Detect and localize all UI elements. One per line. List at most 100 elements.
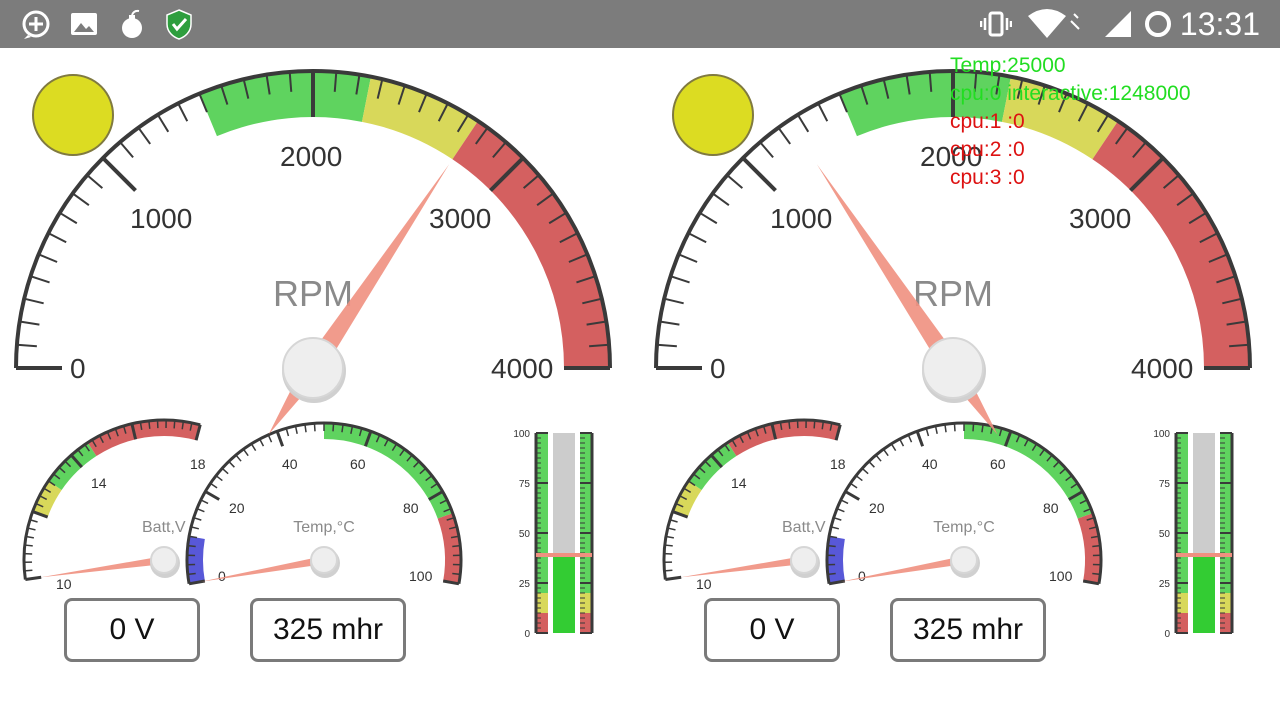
temp-tick-label: 20 xyxy=(229,500,245,516)
minor-tick xyxy=(664,569,673,572)
minor-tick xyxy=(953,423,956,432)
rpm-tick-label: 3000 xyxy=(1069,203,1131,234)
bar-tick-label: 0 xyxy=(1164,629,1170,640)
minor-tick xyxy=(187,544,196,548)
gauge-color-band xyxy=(727,420,841,457)
minor-tick xyxy=(30,275,50,284)
minor-tick xyxy=(43,487,52,493)
major-tick xyxy=(32,510,49,519)
minor-tick xyxy=(215,475,223,482)
batt-tick-label: 10 xyxy=(696,576,712,592)
level-bar: 100 75 50 25 0 xyxy=(513,429,530,640)
major-tick xyxy=(741,156,777,192)
minor-tick xyxy=(833,516,842,521)
rpm-gauge: 0 1000 2000 3000 4000 RPM xyxy=(70,141,553,384)
minor-tick xyxy=(788,420,791,429)
gauge-color-band xyxy=(187,536,205,584)
minor-tick xyxy=(1031,443,1038,451)
minor-tick xyxy=(58,466,66,474)
minor-tick xyxy=(452,544,461,548)
temp-tick-label: 0 xyxy=(858,568,866,584)
minor-tick xyxy=(437,102,449,122)
status-lamp xyxy=(32,74,114,156)
minor-tick xyxy=(838,93,848,113)
minor-tick xyxy=(439,499,448,505)
minor-tick xyxy=(829,422,833,431)
minor-tick xyxy=(882,448,889,457)
minor-tick xyxy=(53,473,61,480)
bar-tick-label: 50 xyxy=(1159,529,1171,540)
minor-tick xyxy=(425,475,433,482)
minor-tick xyxy=(39,495,48,501)
minor-tick xyxy=(861,467,869,475)
rpm-gauge: 0 1000 2000 3000 4000 RPM xyxy=(710,141,1193,384)
minor-tick xyxy=(1046,454,1053,462)
minor-tick xyxy=(1070,482,1078,489)
minor-tick xyxy=(678,253,698,263)
bar-fill xyxy=(553,555,575,633)
bar-tick-label: 75 xyxy=(519,479,531,490)
minor-tick xyxy=(48,480,56,487)
minor-tick xyxy=(1199,232,1219,244)
minor-tick xyxy=(1090,535,1100,539)
batt-tick-label: 14 xyxy=(91,475,107,491)
minor-tick xyxy=(259,438,265,447)
bar-tick-label: 50 xyxy=(519,529,531,540)
batt-tick-label: 18 xyxy=(830,456,846,472)
shield-check-icon xyxy=(166,9,192,40)
minor-tick xyxy=(220,85,229,105)
minor-tick xyxy=(522,174,540,189)
minor-tick xyxy=(84,444,90,452)
minor-tick xyxy=(754,428,759,437)
minor-tick xyxy=(850,482,858,489)
minor-tick xyxy=(228,460,235,468)
minor-tick xyxy=(586,320,607,326)
battery-voltage-readout: 0 V xyxy=(704,598,840,662)
minor-tick xyxy=(419,467,427,475)
minor-tick xyxy=(679,495,688,501)
minor-tick xyxy=(670,275,690,284)
bar-fill xyxy=(1193,555,1215,633)
minor-tick xyxy=(860,85,869,105)
minor-tick xyxy=(890,443,897,451)
minor-tick xyxy=(576,275,596,284)
minor-tick xyxy=(376,78,384,99)
minor-tick xyxy=(242,78,250,99)
minor-tick xyxy=(399,448,406,457)
engine-hours-readout: 325 mhr xyxy=(890,598,1046,662)
minor-tick xyxy=(899,438,905,447)
minor-tick xyxy=(821,421,825,430)
minor-tick xyxy=(413,460,420,468)
minor-tick xyxy=(1058,93,1068,113)
minor-tick xyxy=(934,425,938,434)
major-tick xyxy=(665,575,682,581)
rpm-label: RPM xyxy=(913,273,993,314)
minor-tick xyxy=(589,343,610,348)
minor-tick xyxy=(664,544,673,547)
needle-hub xyxy=(150,546,178,574)
minor-tick xyxy=(294,425,298,434)
gauge-color-band xyxy=(361,76,479,160)
gauge-color-band xyxy=(839,71,1011,137)
gauge-graphics xyxy=(654,69,1252,634)
minor-tick xyxy=(38,253,58,263)
gauge-color-band xyxy=(452,121,610,369)
debug-overlay: Temp:25000 cpu:0 interactive:1248000 cpu… xyxy=(950,52,1191,192)
add-circle-icon xyxy=(22,10,50,39)
rpm-tick-label: 3000 xyxy=(429,203,491,234)
minor-tick xyxy=(724,444,730,452)
minor-tick xyxy=(1208,253,1228,263)
major-tick xyxy=(1129,156,1165,192)
minor-tick xyxy=(813,420,816,429)
minor-tick xyxy=(759,141,774,159)
batt-label: Batt,V xyxy=(142,519,186,536)
major-tick xyxy=(428,490,444,501)
minor-tick xyxy=(726,174,744,189)
minor-tick xyxy=(137,127,151,145)
minor-tick xyxy=(313,423,316,432)
gauge-color-band xyxy=(963,423,1093,519)
minor-tick xyxy=(1039,448,1046,457)
temp-label: Temp,°C xyxy=(933,519,995,536)
temperature-gauge: 0 20 40 60 80 100 Temp,°C xyxy=(858,456,1073,584)
needle-hub xyxy=(310,546,338,574)
